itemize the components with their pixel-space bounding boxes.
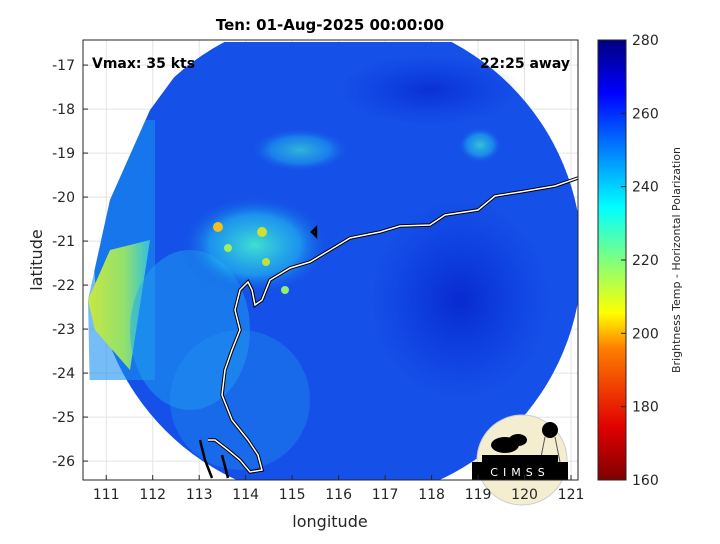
colorbar-tick-label: 220 bbox=[632, 253, 659, 269]
y-tick-label: -20 bbox=[52, 190, 75, 206]
colorbar-tick-label: 160 bbox=[632, 473, 659, 489]
y-tick-label: -25 bbox=[52, 410, 75, 426]
vmax-annotation: Vmax: 35 kts bbox=[92, 56, 195, 72]
x-tick-label: 121 bbox=[558, 487, 585, 503]
x-tick-label: 113 bbox=[186, 487, 213, 503]
time-offset-annotation: 22:25 away bbox=[480, 56, 570, 72]
cimss-logo: CIMSS bbox=[472, 414, 568, 506]
colorbar-tick-label: 260 bbox=[632, 106, 659, 122]
x-tick-label: 120 bbox=[511, 487, 538, 503]
chart-title: Ten: 01-Aug-2025 00:00:00 bbox=[216, 16, 444, 34]
y-tick-label: -17 bbox=[52, 58, 75, 74]
y-tick-label: -23 bbox=[52, 322, 75, 338]
y-tick-label: -18 bbox=[52, 102, 75, 118]
colorbar-tick-label: 200 bbox=[632, 326, 659, 342]
x-tick-label: 119 bbox=[465, 487, 492, 503]
colorbar-tick-label: 180 bbox=[632, 400, 659, 416]
x-tick-label: 118 bbox=[418, 487, 445, 503]
x-tick-label: 117 bbox=[372, 487, 399, 503]
x-tick-label: 112 bbox=[139, 487, 166, 503]
y-tick-label: -21 bbox=[52, 234, 75, 250]
y-axis-label: latitude bbox=[27, 229, 46, 290]
y-tick-label: -24 bbox=[52, 366, 75, 382]
y-axis: -17 -18 -19 -20 -21 -22 -23 -24 -25 -26 bbox=[52, 58, 88, 470]
y-tick-label: -19 bbox=[52, 146, 75, 162]
colorbar: 160 180 200 220 240 260 280 Brightness Temp - … bbox=[597, 33, 683, 489]
x-axis-label: longitude bbox=[292, 512, 367, 531]
x-tick-label: 114 bbox=[232, 487, 259, 503]
x-tick-label: 116 bbox=[325, 487, 352, 503]
x-axis: 111 112 113 114 115 116 117 118 119 120 121 bbox=[93, 475, 585, 503]
colorbar-tick-label: 240 bbox=[632, 180, 659, 196]
logo-text: CIMSS bbox=[490, 466, 549, 479]
x-tick-label: 111 bbox=[93, 487, 120, 503]
colorbar-label: Brightness Temp - Horizontal Polarizatio… bbox=[670, 147, 683, 373]
y-tick-label: -22 bbox=[52, 278, 75, 294]
colorbar-tick-label: 280 bbox=[632, 33, 659, 49]
x-tick-label: 115 bbox=[279, 487, 306, 503]
y-tick-label: -26 bbox=[52, 454, 75, 470]
brightness-temp-field bbox=[88, 42, 578, 480]
